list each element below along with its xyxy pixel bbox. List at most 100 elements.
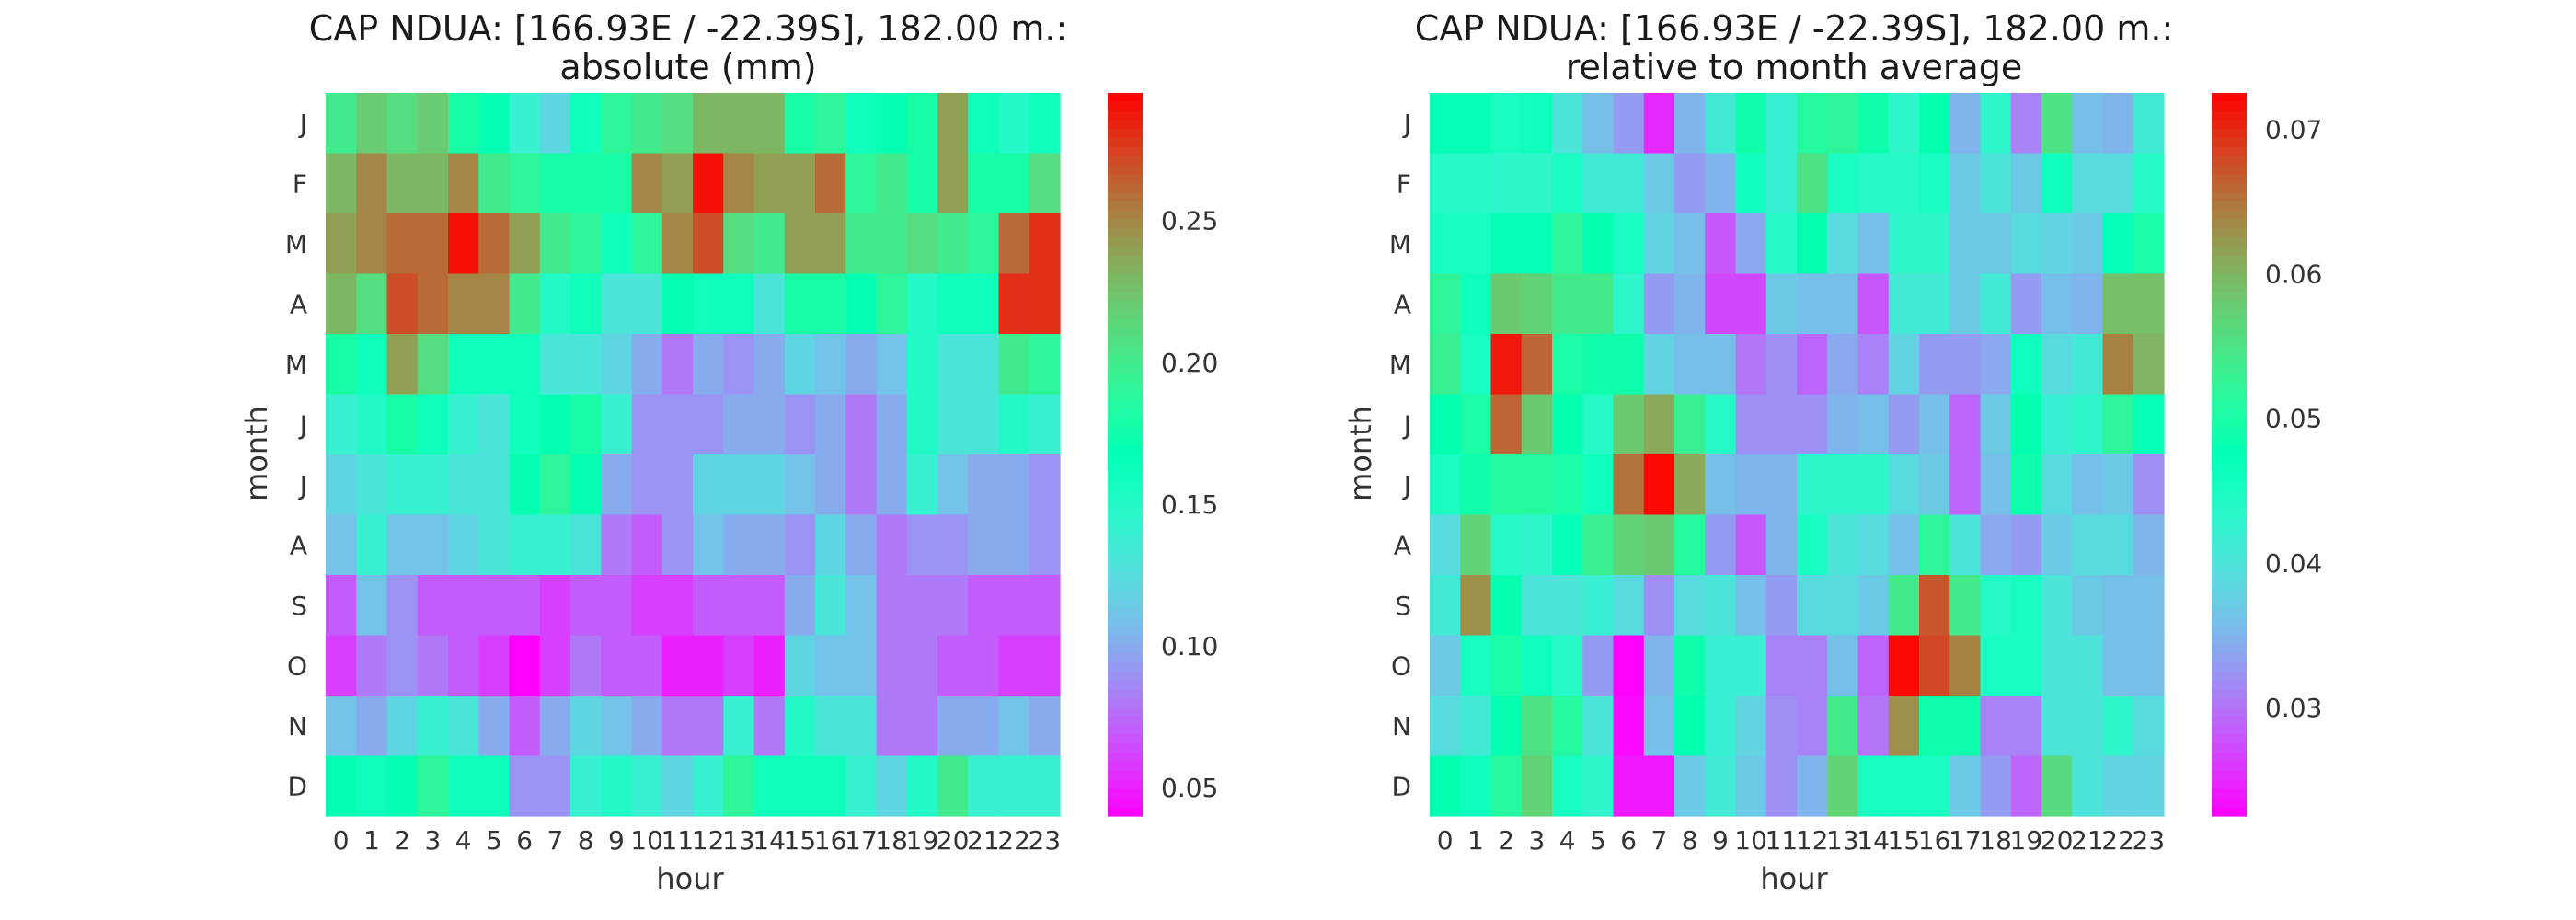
colorbar-segment — [2212, 337, 2247, 347]
heatmap-cell — [1552, 334, 1583, 396]
heatmap-cell — [2041, 454, 2073, 516]
heatmap-cell — [1735, 575, 1767, 637]
heatmap-cell — [1980, 334, 2012, 396]
heatmap-cell — [2133, 273, 2165, 335]
heatmap-cell — [1919, 273, 1950, 335]
heatmap-cell — [1827, 273, 1859, 335]
colorbar-segment — [2212, 309, 2247, 320]
colorbar-segment — [1108, 545, 1143, 555]
colorbar-segment — [1108, 292, 1143, 302]
heatmap-cell — [1980, 454, 2012, 516]
y-tick-label: S — [1395, 591, 1411, 621]
heatmap-cell — [906, 696, 938, 757]
heatmap-cell — [1460, 93, 1492, 155]
heatmap-cell — [1949, 153, 1982, 214]
heatmap-cell — [661, 93, 694, 155]
colorbar-segment — [2212, 219, 2247, 229]
heatmap-cell — [417, 755, 449, 817]
heatmap-cell — [1582, 273, 1615, 335]
heatmap-cell — [845, 213, 878, 275]
colorbar-segment — [1108, 734, 1143, 744]
heatmap-cell — [906, 635, 938, 696]
heatmap-cell — [876, 514, 908, 576]
heatmap-cell — [998, 635, 1030, 696]
heatmap-cell — [1643, 334, 1675, 396]
heatmap-cell — [1735, 635, 1767, 696]
heatmap-cell — [1460, 514, 1492, 576]
heatmap-cell — [1674, 514, 1706, 576]
x-tick-label: 9 — [608, 825, 625, 856]
colorbar-segment — [1108, 146, 1143, 157]
x-tick-label: 15 — [784, 825, 817, 856]
colorbar-segment — [2212, 273, 2247, 283]
heatmap-cell — [1765, 454, 1798, 516]
heatmap-cell — [1765, 273, 1798, 335]
heatmap-cell — [1765, 213, 1798, 275]
heatmap-cell — [386, 213, 419, 275]
heatmap-cell — [1765, 153, 1798, 214]
colorbar-segment — [1108, 183, 1143, 193]
heatmap-cell — [723, 93, 755, 155]
heatmap-cell — [693, 213, 724, 275]
heatmap-cell — [693, 334, 724, 396]
heatmap-cell — [815, 273, 846, 335]
heatmap-cell — [1857, 213, 1890, 275]
colorbar-segment — [1108, 328, 1143, 338]
heatmap-cell — [1949, 696, 1982, 757]
heatmap-cell — [784, 93, 816, 155]
heatmap-cell — [509, 273, 541, 335]
colorbar-segment — [2212, 318, 2247, 329]
heatmap-panel-relative: CAP NDUA: [166.93E / -22.39S], 182.00 m.… — [1343, 8, 2322, 896]
colorbar-segment — [1108, 110, 1143, 121]
heatmap-cell — [539, 153, 571, 214]
heatmap-cell — [1521, 575, 1553, 637]
colorbar-segment — [1108, 436, 1143, 446]
heatmap-cell — [2102, 153, 2134, 214]
heatmap-cell — [1827, 755, 1859, 817]
heatmap-cell — [661, 454, 694, 516]
heatmap-cell — [2133, 93, 2165, 155]
heatmap-cell — [2010, 575, 2042, 637]
heatmap-cell — [2010, 93, 2042, 155]
x-tick-label: 5 — [486, 825, 502, 856]
heatmap-cell — [1490, 696, 1523, 757]
y-tick-label: J — [298, 409, 307, 440]
y-tick-label: J — [1402, 109, 1411, 139]
heatmap-cell — [2102, 334, 2134, 396]
heatmap-cell — [1460, 153, 1492, 214]
heatmap-cell — [784, 454, 816, 516]
colorbar-tick-label: 0.04 — [2265, 548, 2322, 579]
heatmap-cell — [326, 394, 357, 455]
colorbar-segment — [2212, 237, 2247, 247]
heatmap-cell — [937, 696, 969, 757]
heatmap-cell — [1613, 394, 1645, 455]
heatmap-cell — [1582, 575, 1615, 637]
heatmap-cell — [1919, 635, 1950, 696]
colorbar-segment — [2212, 490, 2247, 500]
x-axis-title: hour — [656, 861, 724, 896]
heatmap-cell — [539, 755, 571, 817]
heatmap-cell — [1552, 273, 1583, 335]
heatmap-cell — [2072, 273, 2104, 335]
colorbar-segment — [2212, 590, 2247, 600]
heatmap-cell — [1765, 334, 1798, 396]
colorbar-segment — [1108, 616, 1143, 627]
heatmap-cell — [1643, 273, 1675, 335]
heatmap-cell — [845, 635, 878, 696]
heatmap-cell — [906, 153, 938, 214]
colorbar-segment — [1108, 762, 1143, 772]
colorbar-segment — [1108, 463, 1143, 474]
heatmap-cell — [539, 635, 571, 696]
heatmap-cell — [1797, 454, 1828, 516]
colorbar-segment — [2212, 445, 2247, 455]
heatmap-cell — [876, 755, 908, 817]
x-tick-label: 19 — [2010, 825, 2043, 856]
heatmap-cell — [906, 334, 938, 396]
heatmap-cell — [509, 514, 541, 576]
colorbar-segment — [2212, 247, 2247, 257]
heatmap-cell — [1582, 213, 1615, 275]
colorbar-segment — [2212, 770, 2247, 781]
heatmap-cell — [1490, 454, 1523, 516]
heatmap-cell — [631, 334, 663, 396]
